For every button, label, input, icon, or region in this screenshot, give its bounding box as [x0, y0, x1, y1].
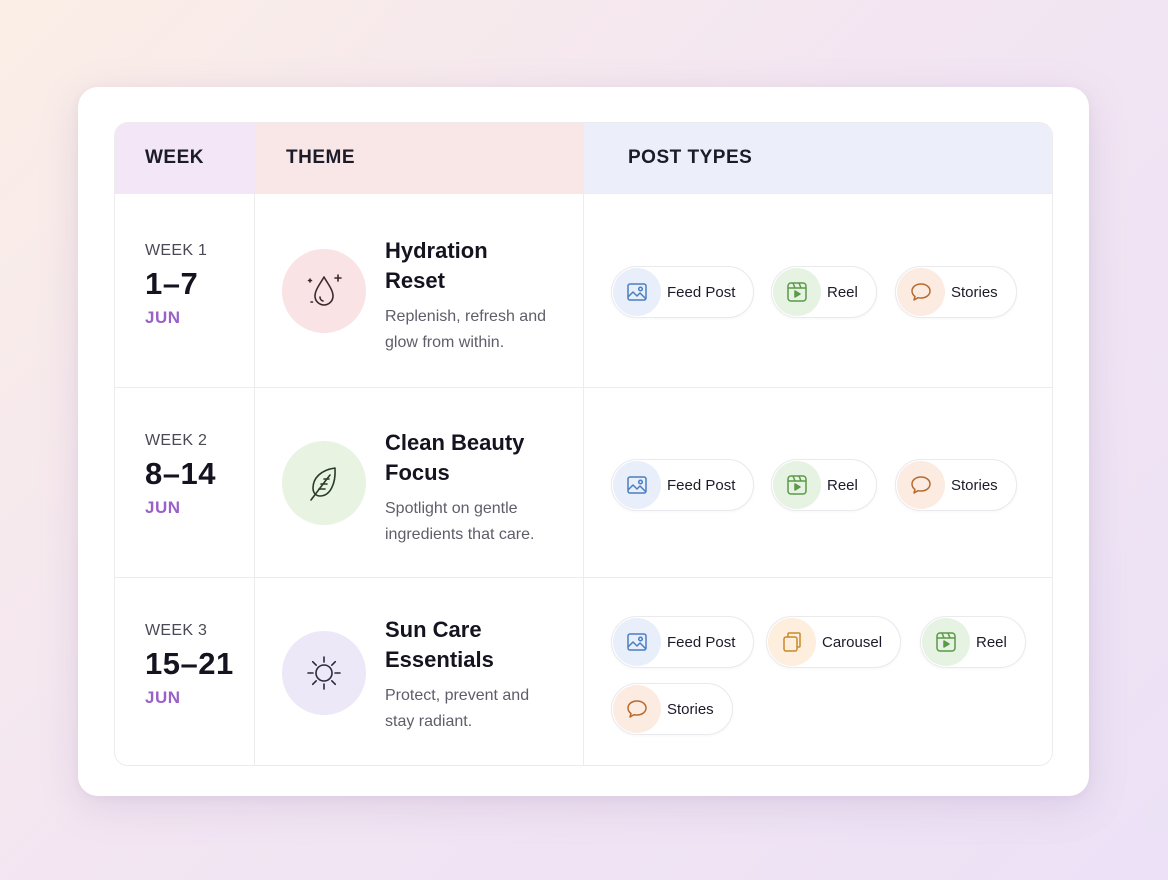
theme-title: Hydration Reset: [385, 238, 488, 293]
theme-title: Sun Care Essentials: [385, 617, 494, 672]
post-type-pill-reel[interactable]: Reel: [771, 459, 877, 511]
theme-description: Spotlight on gentle ingredients that care…: [385, 500, 535, 543]
pill-label: Feed Post: [667, 476, 736, 494]
reel-icon: [922, 618, 970, 666]
pill-label: Stories: [667, 700, 714, 718]
theme-text: Sun Care Essentials Protect, prevent and s…: [385, 615, 575, 735]
table-row-week-1[interactable]: WEEK 1 1–7 JUN Hydration Reset Replenish,…: [115, 193, 1052, 387]
theme-text: Clean Beauty Focus Spotlight on gentle ing…: [385, 428, 575, 548]
column-divider: [254, 193, 255, 765]
pill-label: Stories: [951, 283, 998, 301]
week-cell: WEEK 3 15–21 JUN: [145, 622, 234, 708]
column-header-week: WEEK: [115, 123, 255, 193]
date-range: 1–7: [145, 266, 199, 301]
water-drop-sparkle-icon: [282, 249, 366, 333]
theme-description: Protect, prevent and stay radiant.: [385, 687, 530, 730]
column-header-post-types: POST TYPES: [584, 123, 1052, 193]
week-label: WEEK 3: [145, 622, 208, 639]
week-label: WEEK 2: [145, 432, 208, 449]
table-row-week-3[interactable]: WEEK 3 15–21 JUN Sun Care Essentials Prot…: [115, 577, 1052, 765]
table-row-week-2[interactable]: WEEK 2 8–14 JUN Clean Beauty Focus Spotli…: [115, 387, 1052, 577]
theme-description: Replenish, refresh and glow from within.: [385, 308, 546, 351]
pill-label: Feed Post: [667, 283, 736, 301]
theme-title: Clean Beauty Focus: [385, 430, 525, 485]
image-icon: [613, 268, 661, 316]
post-type-pill-feed-post[interactable]: Feed Post: [611, 266, 755, 318]
week-label: WEEK 1: [145, 242, 208, 259]
content-calendar-table: WEEK THEME POST TYPES WEEK 1 1–7 JUN: [114, 122, 1053, 766]
content-calendar-card: WEEK THEME POST TYPES WEEK 1 1–7 JUN: [78, 87, 1089, 796]
pill-label: Stories: [951, 476, 998, 494]
image-icon: [613, 618, 661, 666]
sun-icon: [282, 631, 366, 715]
chat-bubble-icon: [897, 268, 945, 316]
theme-text: Hydration Reset Replenish, refresh and glo…: [385, 236, 575, 356]
column-header-theme: THEME: [255, 123, 584, 193]
date-range: 15–21: [145, 646, 234, 681]
date-range: 8–14: [145, 456, 216, 491]
post-type-pill-carousel[interactable]: Carousel: [766, 616, 902, 668]
week-cell: WEEK 2 8–14 JUN: [145, 432, 216, 518]
week-cell: WEEK 1 1–7 JUN: [145, 242, 207, 328]
post-type-pill-stories[interactable]: Stories: [611, 683, 733, 735]
image-icon: [613, 461, 661, 509]
carousel-icon: [768, 618, 816, 666]
pill-label: Reel: [827, 283, 858, 301]
chat-bubble-icon: [613, 685, 661, 733]
pill-label: Reel: [827, 476, 858, 494]
chat-bubble-icon: [897, 461, 945, 509]
pill-label: Carousel: [822, 633, 883, 651]
table-header: WEEK THEME POST TYPES: [115, 123, 1052, 193]
post-type-pill-feed-post[interactable]: Feed Post: [611, 616, 755, 668]
post-type-pill-stories[interactable]: Stories: [895, 459, 1017, 511]
column-divider: [583, 193, 584, 765]
post-type-pill-reel[interactable]: Reel: [771, 266, 877, 318]
month-label: JUN: [145, 308, 181, 327]
pill-label: Feed Post: [667, 633, 736, 651]
month-label: JUN: [145, 688, 181, 707]
leaf-icon: [282, 441, 366, 525]
reel-icon: [773, 268, 821, 316]
pill-label: Reel: [976, 633, 1007, 651]
post-type-pill-feed-post[interactable]: Feed Post: [611, 459, 755, 511]
post-type-pill-reel[interactable]: Reel: [920, 616, 1026, 668]
post-type-pill-stories[interactable]: Stories: [895, 266, 1017, 318]
reel-icon: [773, 461, 821, 509]
month-label: JUN: [145, 498, 181, 517]
